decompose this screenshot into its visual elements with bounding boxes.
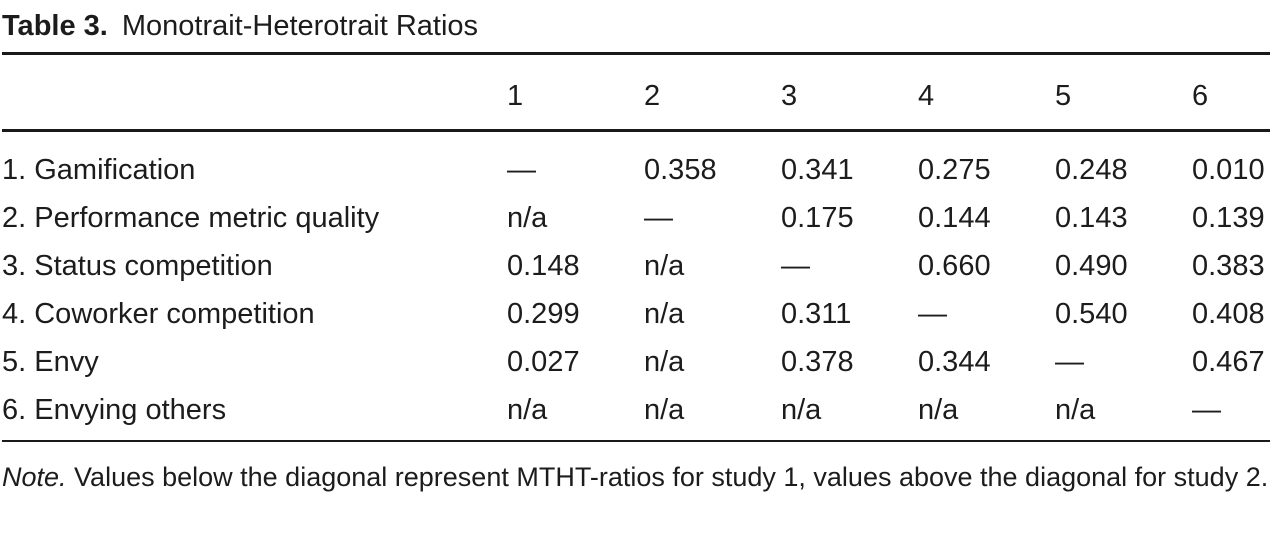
cell-value: —: [507, 153, 536, 186]
cell-value: 0.378: [781, 345, 854, 378]
row-label: 3. Status competition: [2, 249, 273, 282]
cell-value: —: [918, 297, 947, 330]
cell-value: —: [644, 201, 673, 234]
table-caption: Table 3. Monotrait-Heterotrait Ratios: [2, 8, 1270, 44]
table-row: 6. Envying others n/a n/a n/a n/a n/a —: [2, 386, 1270, 441]
cell-value: 0.358: [644, 153, 717, 186]
header-row: 1 2 3 4 5 6: [2, 53, 1270, 132]
table-row: 2. Performance metric quality n/a — 0.17…: [2, 194, 1270, 242]
row-label: 2. Performance metric quality: [2, 201, 380, 234]
cell-value: 0.010: [1192, 153, 1265, 186]
table-row: 5. Envy 0.027 n/a 0.378 0.344 — 0.467: [2, 338, 1270, 386]
row-label: 6. Envying others: [2, 393, 227, 426]
cell-value: 0.341: [781, 153, 854, 186]
row-label: 1. Gamification: [2, 153, 196, 186]
cell-value: 0.175: [781, 201, 854, 234]
table-title-text: Monotrait-Heterotrait Ratios: [121, 10, 479, 42]
cell-value: n/a: [644, 345, 685, 378]
header-empty: [2, 53, 507, 132]
cell-value: 0.027: [507, 345, 580, 378]
column-header-3: 3: [781, 53, 918, 132]
column-header-6: 6: [1192, 53, 1270, 132]
cell-value: 0.660: [918, 249, 991, 282]
cell-value: n/a: [918, 393, 959, 426]
row-label: 4. Coworker competition: [2, 297, 315, 330]
cell-value: 0.467: [1192, 345, 1265, 378]
cell-value: 0.311: [781, 297, 852, 330]
cell-value: 0.408: [1192, 297, 1265, 330]
cell-value: n/a: [644, 249, 685, 282]
cell-value: —: [1192, 393, 1221, 426]
cell-value: 0.540: [1055, 297, 1128, 330]
cell-value: 0.383: [1192, 249, 1265, 282]
cell-value: 0.299: [507, 297, 580, 330]
column-header-2: 2: [644, 53, 781, 132]
cell-value: —: [1055, 345, 1084, 378]
cell-value: n/a: [644, 297, 685, 330]
cell-value: 0.275: [918, 153, 991, 186]
cell-value: 0.248: [1055, 153, 1128, 186]
mtht-ratio-table: 1 2 3 4 5 6 1. Gamification — 0.358 0.34…: [2, 52, 1270, 442]
cell-value: n/a: [1055, 393, 1096, 426]
table-row: 3. Status competition 0.148 n/a — 0.660 …: [2, 242, 1270, 290]
column-header-5: 5: [1055, 53, 1192, 132]
table-note: Note. Values below the diagonal represen…: [2, 460, 1270, 495]
cell-value: 0.144: [918, 201, 991, 234]
row-label: 5. Envy: [2, 345, 99, 378]
cell-value: n/a: [781, 393, 822, 426]
note-label: Note.: [2, 462, 67, 492]
cell-value: n/a: [507, 201, 548, 234]
table-number: Table 3.: [2, 10, 108, 42]
cell-value: 0.344: [918, 345, 991, 378]
column-header-1: 1: [507, 53, 644, 132]
cell-value: 0.143: [1055, 201, 1128, 234]
paper-table-page: Table 3. Monotrait-Heterotrait Ratios 1 2…: [2, 8, 1270, 495]
cell-value: n/a: [507, 393, 548, 426]
cell-value: 0.148: [507, 249, 580, 282]
cell-value: 0.139: [1192, 201, 1265, 234]
note-text: Values below the diagonal represent MTHT…: [66, 462, 1269, 492]
table-row: 4. Coworker competition 0.299 n/a 0.311 …: [2, 290, 1270, 338]
cell-value: 0.490: [1055, 249, 1128, 282]
column-header-4: 4: [918, 53, 1055, 132]
cell-value: —: [781, 249, 810, 282]
table-row: 1. Gamification — 0.358 0.341 0.275 0.24…: [2, 131, 1270, 195]
cell-value: n/a: [644, 393, 685, 426]
